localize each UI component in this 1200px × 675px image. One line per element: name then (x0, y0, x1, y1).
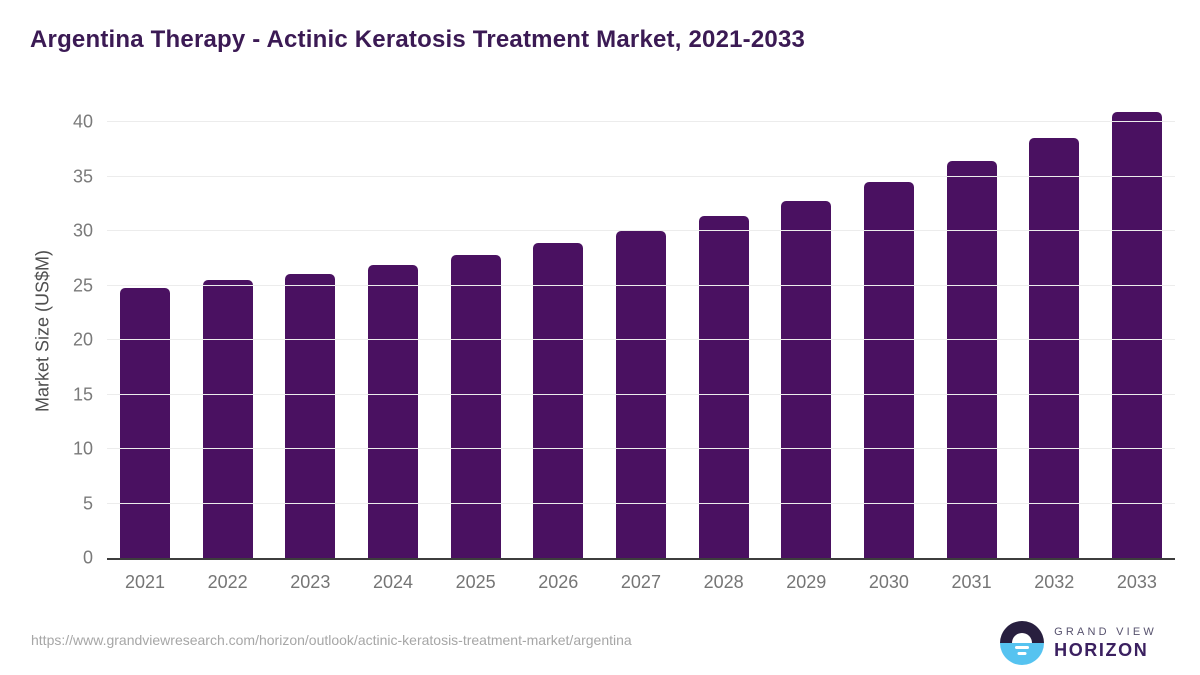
x-tick-2032: 2032 (1034, 572, 1075, 592)
x-tick-2027: 2027 (620, 572, 661, 592)
x-tick-2029: 2029 (786, 572, 827, 592)
y-tick-30: 30 (72, 220, 93, 241)
bar-2032 (1029, 137, 1080, 558)
x-tick-2022: 2022 (207, 572, 248, 592)
plot-area: 0 5 10 15 20 25 30 35 40 (73, 105, 1175, 568)
y-tick-5: 5 (82, 493, 93, 514)
y-tick-35: 35 (72, 166, 93, 187)
gridline-40 (107, 121, 1175, 123)
y-tick-20: 20 (72, 329, 93, 350)
bar-2022 (202, 280, 253, 558)
x-tick-2025: 2025 (455, 572, 496, 592)
bar-2026 (533, 243, 584, 558)
y-tick-40: 40 (72, 111, 93, 132)
logo-brand-name: GRAND VIEW (1054, 625, 1157, 638)
bar-2021 (120, 287, 170, 558)
x-tick-2030: 2030 (868, 572, 909, 592)
gridline-35 (107, 175, 1175, 177)
gridline-10 (107, 448, 1175, 450)
gridline-20 (107, 339, 1175, 341)
x-tick-2024: 2024 (372, 572, 413, 592)
x-axis-labels: 2021 2022 2023 2024 2025 2026 2027 2028 2029 2030… (107, 572, 1175, 593)
bar-2033 (1111, 111, 1162, 558)
bar-2023 (285, 273, 336, 558)
x-tick-2033: 2033 (1116, 572, 1157, 592)
gridline-30 (107, 230, 1175, 232)
bar-2031 (946, 160, 997, 558)
grand-view-horizon-logo: GRAND VIEW HORIZON (1000, 621, 1157, 665)
reflection-dash (1015, 646, 1030, 649)
gridline-5 (107, 502, 1175, 504)
reflection-dash (1017, 652, 1027, 655)
chart-title: Argentina Therapy - Actinic Keratosis Tr… (30, 26, 806, 53)
gridline-25 (107, 284, 1175, 286)
x-tick-2028: 2028 (703, 572, 744, 592)
x-tick-2031: 2031 (951, 572, 992, 592)
bar-2024 (367, 265, 418, 558)
bar-2029 (781, 200, 832, 558)
bar-2030 (863, 182, 914, 558)
x-tick-2026: 2026 (538, 572, 579, 592)
y-tick-15: 15 (72, 384, 93, 405)
logo-product-name: HORIZON (1054, 639, 1149, 660)
y-tick-25: 25 (72, 275, 93, 296)
source-url: https://www.grandviewresearch.com/horizo… (31, 632, 632, 648)
bar-2025 (450, 255, 501, 558)
x-tick-2021: 2021 (124, 572, 166, 592)
gridline-15 (107, 393, 1175, 395)
horizon-logo-icon (1000, 621, 1045, 665)
y-axis-title: Market Size (US$M) (32, 249, 53, 413)
y-tick-10: 10 (72, 438, 93, 459)
logo-text: GRAND VIEW HORIZON (1054, 626, 1157, 661)
bar-series (107, 105, 1175, 558)
sun-icon (1012, 633, 1033, 643)
x-tick-2023: 2023 (290, 572, 331, 592)
bar-2028 (698, 216, 749, 558)
y-tick-0: 0 (82, 547, 93, 568)
